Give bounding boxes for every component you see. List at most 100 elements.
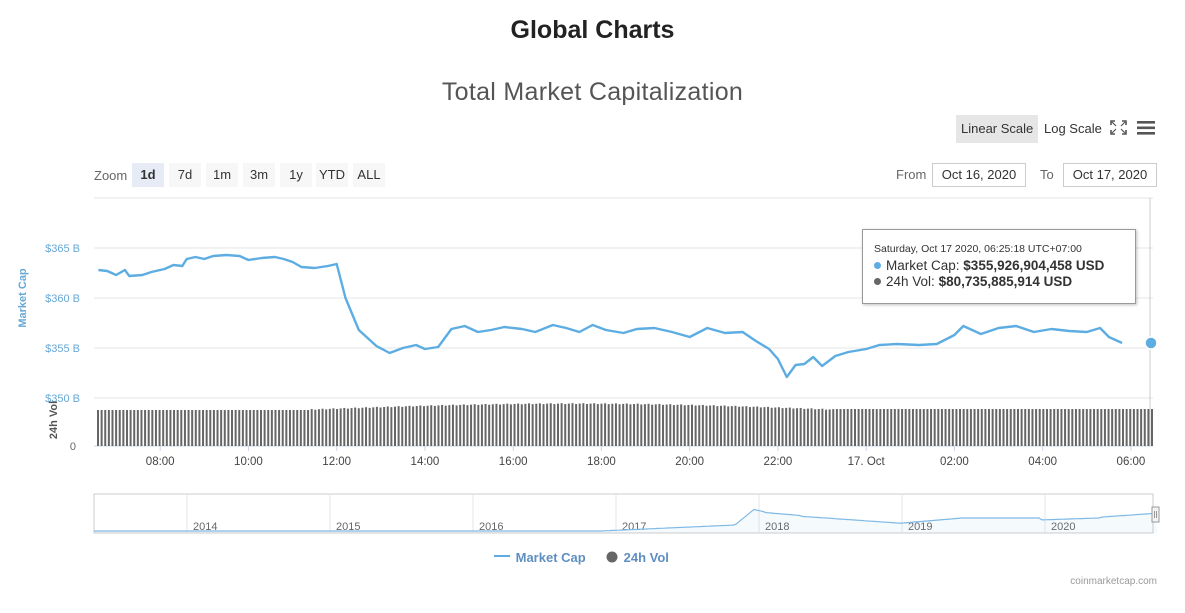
volume-bar — [810, 408, 813, 446]
menu-icon[interactable] — [1136, 121, 1156, 135]
volume-bar — [676, 404, 679, 446]
volume-bar — [459, 404, 462, 446]
tooltip-vol-row: 24h Vol: $80,735,885,914 USD — [874, 274, 1072, 289]
zoom-all-button[interactable]: ALL — [353, 163, 385, 187]
volume-bar — [745, 406, 748, 446]
volume-bar — [850, 409, 853, 446]
tooltip-market-cap-row: Market Cap: $355,926,904,458 USD — [874, 258, 1104, 273]
volume-bar — [506, 403, 509, 446]
to-date-input[interactable] — [1063, 163, 1157, 187]
volume-bar — [259, 410, 262, 446]
volume-bar — [1053, 409, 1056, 446]
log-scale-button[interactable]: Log Scale — [1044, 121, 1102, 136]
volume-bar — [104, 410, 107, 446]
volume-bar — [560, 403, 563, 446]
volume-bar — [901, 409, 904, 446]
navigator-handle[interactable] — [1151, 506, 1160, 523]
volume-bar — [281, 410, 284, 446]
zoom-3m-button[interactable]: 3m — [243, 163, 275, 187]
volume-bar — [980, 409, 983, 446]
volume-bar — [404, 406, 407, 446]
volume-bar — [133, 410, 136, 446]
from-date-input[interactable] — [932, 163, 1026, 187]
volume-bar — [839, 409, 842, 446]
volume-bar — [111, 410, 114, 446]
volume-bar — [893, 409, 896, 446]
volume-bar — [1006, 409, 1009, 446]
volume-bar — [343, 407, 346, 446]
y2-tick-label: 0 — [70, 441, 76, 453]
volume-bar — [1111, 409, 1114, 446]
zoom-1y-button[interactable]: 1y — [280, 163, 312, 187]
volume-bar — [933, 409, 936, 446]
page-title: Global Charts — [510, 16, 675, 44]
volume-bar — [969, 409, 972, 446]
volume-bar — [698, 405, 701, 446]
volume-bar — [861, 409, 864, 446]
volume-bar — [1074, 409, 1077, 446]
x-tick-label: 12:00 — [322, 456, 351, 468]
volume-bar — [365, 407, 368, 446]
volume-bar — [288, 410, 291, 446]
volume-bar — [1122, 409, 1125, 446]
volume-bar — [165, 410, 168, 446]
volume-bar — [825, 409, 828, 446]
volume-bar — [705, 405, 708, 446]
volume-bar — [97, 410, 99, 446]
x-tick-label: 02:00 — [940, 456, 969, 468]
volume-bar — [234, 410, 237, 446]
volume-bar — [1103, 409, 1106, 446]
volume-bar — [571, 403, 574, 446]
volume-bar — [843, 409, 846, 446]
volume-bar — [701, 404, 704, 446]
credits-link[interactable]: coinmarketcap.com — [1070, 576, 1157, 587]
volume-bar — [528, 403, 531, 446]
volume-bar — [853, 409, 856, 446]
zoom-1d-button[interactable]: 1d — [132, 163, 164, 187]
volume-bar — [499, 404, 502, 446]
y-axis-label: Market Cap — [17, 268, 29, 328]
zoom-1m-button[interactable]: 1m — [206, 163, 238, 187]
volume-bar — [524, 403, 527, 446]
circle-legend-icon — [606, 551, 618, 563]
volume-bar — [455, 405, 458, 446]
volume-bar — [872, 409, 875, 446]
volume-bar — [643, 404, 646, 446]
volume-bar — [1031, 409, 1034, 446]
volume-bar — [1125, 409, 1128, 446]
volume-bar — [314, 409, 317, 446]
volume-bar — [368, 407, 371, 446]
volume-bar — [988, 409, 991, 446]
volume-bar — [741, 406, 744, 446]
zoom-ytd-button[interactable]: YTD — [316, 163, 348, 187]
volume-bar — [212, 410, 215, 446]
volume-bar — [473, 404, 476, 446]
tooltip-vol-label: 24h Vol: — [886, 274, 935, 289]
volume-bar — [386, 406, 389, 446]
fullscreen-icon[interactable] — [1110, 120, 1127, 135]
volume-bar — [973, 409, 976, 446]
zoom-7d-button[interactable]: 7d — [169, 163, 201, 187]
volume-bar — [654, 404, 657, 446]
volume-bar — [270, 410, 273, 446]
volume-bar — [955, 409, 958, 446]
volume-bar — [647, 403, 650, 446]
volume-bar — [951, 409, 954, 446]
volume-bar — [1093, 409, 1096, 446]
legend-market-cap[interactable]: Market Cap — [494, 550, 586, 565]
y-tick-label: $350 B — [45, 393, 80, 405]
volume-bar — [687, 404, 690, 446]
volume-bar — [107, 410, 110, 446]
y-tick-label: $360 B — [45, 293, 80, 305]
legend-vol[interactable]: 24h Vol — [606, 550, 669, 565]
volume-bar — [491, 404, 494, 446]
x-tick-label: 18:00 — [587, 456, 616, 468]
linear-scale-button[interactable]: Linear Scale — [956, 115, 1039, 143]
volume-bar — [169, 410, 172, 446]
volume-bar — [198, 410, 201, 446]
volume-bar — [774, 407, 777, 446]
volume-bar — [727, 406, 730, 446]
volume-bar — [256, 410, 259, 446]
volume-bar — [422, 406, 425, 446]
